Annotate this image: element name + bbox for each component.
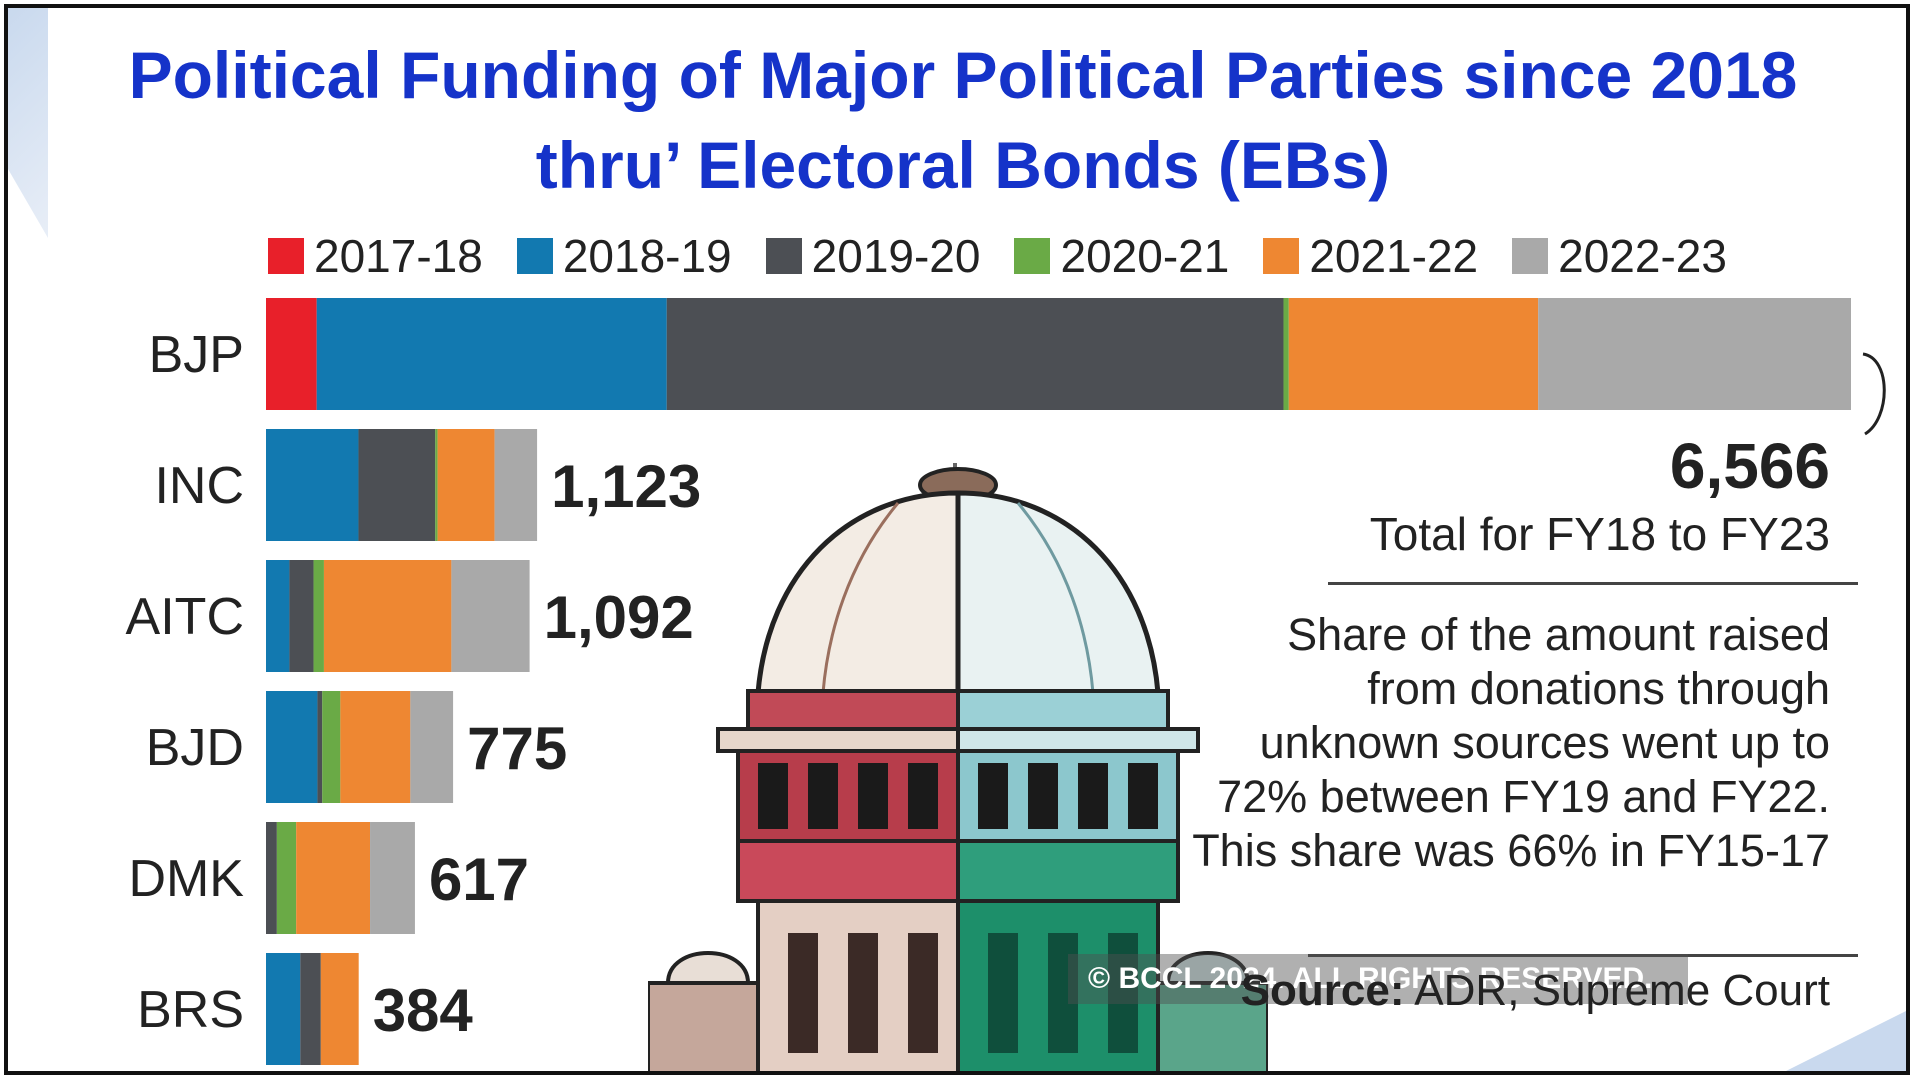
- bar-segment: [410, 691, 454, 803]
- legend-swatch: [1512, 238, 1549, 274]
- legend-item: 2021-22: [1263, 229, 1478, 283]
- source-text: ADR, Supreme Court: [1414, 966, 1830, 1015]
- total-label: 1,092: [544, 584, 694, 651]
- bar-segment: [289, 560, 314, 672]
- total-label: 617: [429, 846, 529, 913]
- bar-segment: [323, 560, 452, 672]
- legend-item: 2019-20: [765, 229, 981, 283]
- bar-segment: [435, 429, 438, 541]
- party-label: BJD: [146, 719, 244, 777]
- bar-segment: [266, 298, 317, 410]
- note-text: Share of the amount raised from donation…: [1192, 609, 1830, 876]
- bjp-bracket: [1862, 352, 1886, 436]
- legend-item: 2020-21: [1014, 229, 1229, 283]
- legend-label: 2018-19: [562, 230, 732, 282]
- bar-segment: [437, 429, 495, 541]
- supreme-court-dome-illustration: [648, 463, 1268, 1071]
- bar-segment: [316, 298, 667, 410]
- party-label: BRS: [137, 981, 244, 1039]
- party-label: DMK: [128, 850, 244, 908]
- bar-segment: [322, 691, 341, 803]
- bar-segment: [266, 822, 277, 934]
- chart-title: Political Funding of Major Political Par…: [128, 38, 1798, 202]
- bar-segment: [266, 691, 318, 803]
- bar-segment: [1288, 298, 1539, 410]
- bar-segment: [494, 429, 538, 541]
- bjp-total-annotation: 6,566 Total for FY18 to FY23: [1370, 428, 1830, 564]
- legend-label: 2017-18: [314, 230, 483, 282]
- legend-label: 2020-21: [1060, 230, 1230, 282]
- legend-swatch: [268, 238, 304, 274]
- total-label: 775: [467, 715, 567, 782]
- total-label: 384: [373, 977, 474, 1044]
- party-label: BJP: [149, 326, 244, 384]
- bar-segment: [296, 822, 371, 934]
- bar-segment: [1283, 298, 1289, 410]
- infographic-frame: Political Funding of Major Political Par…: [4, 4, 1910, 1075]
- bar-segment: [266, 429, 359, 541]
- legend-swatch: [516, 238, 553, 274]
- stacked-bar-chart: BJP INC 1,123 AITC 1,092 BJD 775 DMK 617 BRS 384: [126, 298, 1886, 1065]
- party-label: AITC: [126, 588, 244, 646]
- bar-segment: [266, 560, 290, 672]
- total-label: 1,123: [551, 453, 701, 520]
- legend-item: 2017-18: [268, 229, 483, 283]
- legend: 2017-18 2018-19 2019-20 2020-21 2021-22 2022-…: [268, 230, 1727, 282]
- bar-segment: [358, 429, 436, 541]
- bjp-total-value: 6,566: [1669, 430, 1830, 502]
- bar-segment: [317, 691, 323, 803]
- bjp-total-caption: Total for FY18 to FY23: [1369, 508, 1830, 560]
- bar-segment: [451, 560, 530, 672]
- bar-segment: [266, 953, 301, 1065]
- divider: [1328, 582, 1858, 585]
- legend-label: 2019-20: [811, 230, 981, 282]
- legend-swatch: [1263, 238, 1300, 274]
- legend-label: 2021-22: [1309, 230, 1479, 282]
- source-label: Source:: [1240, 966, 1405, 1015]
- copyright-watermark: © BCCL 2024. ALL RIGHTS RESERVED.: [1068, 954, 1688, 1004]
- legend-item: 2022-23: [1512, 229, 1727, 283]
- legend-swatch: [765, 238, 802, 274]
- source-line: Source: ADR, Supreme Court: [1241, 966, 1830, 1016]
- bar-segment: [276, 822, 297, 934]
- legend-label: 2022-23: [1558, 230, 1727, 282]
- party-label: INC: [154, 457, 244, 515]
- bar-segment: [313, 560, 324, 672]
- bar-segment: [1538, 298, 1851, 410]
- bar-segment: [320, 953, 359, 1065]
- bar-segment: [340, 691, 411, 803]
- divider: [1308, 954, 1858, 957]
- legend-swatch: [1014, 238, 1051, 274]
- bar-segment: [300, 953, 321, 1065]
- legend-item: 2018-19: [516, 229, 732, 283]
- bar-segment: [666, 298, 1284, 410]
- bar-segment: [370, 822, 415, 934]
